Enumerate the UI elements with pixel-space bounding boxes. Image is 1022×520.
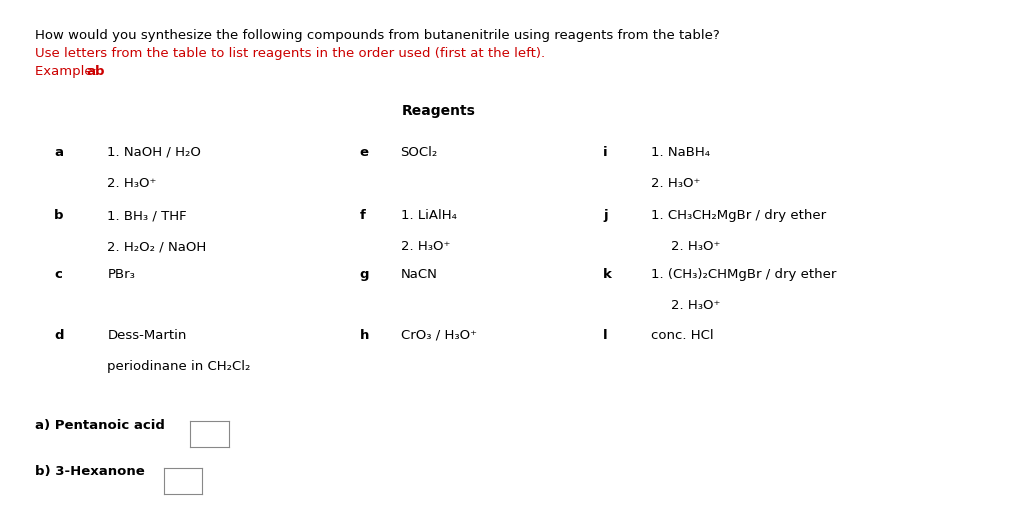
Text: SOCl₂: SOCl₂ bbox=[401, 146, 437, 159]
Text: c: c bbox=[54, 268, 62, 281]
Text: b) 3-Hexanone: b) 3-Hexanone bbox=[35, 465, 144, 478]
Text: k: k bbox=[603, 268, 612, 281]
Text: periodinane in CH₂Cl₂: periodinane in CH₂Cl₂ bbox=[107, 360, 250, 373]
Text: PBr₃: PBr₃ bbox=[107, 268, 135, 281]
Text: ab: ab bbox=[87, 65, 105, 78]
Text: a: a bbox=[54, 146, 63, 159]
Text: 2. H₃O⁺: 2. H₃O⁺ bbox=[107, 177, 156, 190]
Text: 1. NaOH / H₂O: 1. NaOH / H₂O bbox=[107, 146, 201, 159]
Text: j: j bbox=[603, 209, 608, 222]
Text: 1. CH₃CH₂MgBr / dry ether: 1. CH₃CH₂MgBr / dry ether bbox=[651, 209, 826, 222]
Text: 2. H₂O₂ / NaOH: 2. H₂O₂ / NaOH bbox=[107, 240, 206, 253]
Text: 2. H₃O⁺: 2. H₃O⁺ bbox=[671, 240, 721, 253]
Text: 2. H₃O⁺: 2. H₃O⁺ bbox=[401, 240, 450, 253]
Text: 2. H₃O⁺: 2. H₃O⁺ bbox=[651, 177, 700, 190]
Text: 1. BH₃ / THF: 1. BH₃ / THF bbox=[107, 209, 187, 222]
Text: 1. (CH₃)₂CHMgBr / dry ether: 1. (CH₃)₂CHMgBr / dry ether bbox=[651, 268, 836, 281]
Text: 2. H₃O⁺: 2. H₃O⁺ bbox=[671, 299, 721, 312]
Text: a) Pentanoic acid: a) Pentanoic acid bbox=[35, 419, 165, 432]
Text: CrO₃ / H₃O⁺: CrO₃ / H₃O⁺ bbox=[401, 329, 476, 342]
Text: b: b bbox=[54, 209, 63, 222]
Text: 1. NaBH₄: 1. NaBH₄ bbox=[651, 146, 710, 159]
Text: l: l bbox=[603, 329, 608, 342]
Text: d: d bbox=[54, 329, 63, 342]
Text: f: f bbox=[360, 209, 366, 222]
Text: conc. HCl: conc. HCl bbox=[651, 329, 713, 342]
Text: Example:: Example: bbox=[35, 65, 101, 78]
Text: h: h bbox=[360, 329, 369, 342]
Text: 1. LiAlH₄: 1. LiAlH₄ bbox=[401, 209, 457, 222]
Text: Dess-Martin: Dess-Martin bbox=[107, 329, 187, 342]
Text: How would you synthesize the following compounds from butanenitrile using reagen: How would you synthesize the following c… bbox=[35, 29, 719, 42]
Text: Use letters from the table to list reagents in the order used (first at the left: Use letters from the table to list reage… bbox=[35, 47, 545, 60]
Text: Reagents: Reagents bbox=[402, 104, 475, 118]
Text: g: g bbox=[360, 268, 369, 281]
Text: i: i bbox=[603, 146, 608, 159]
Text: NaCN: NaCN bbox=[401, 268, 437, 281]
Text: e: e bbox=[360, 146, 369, 159]
